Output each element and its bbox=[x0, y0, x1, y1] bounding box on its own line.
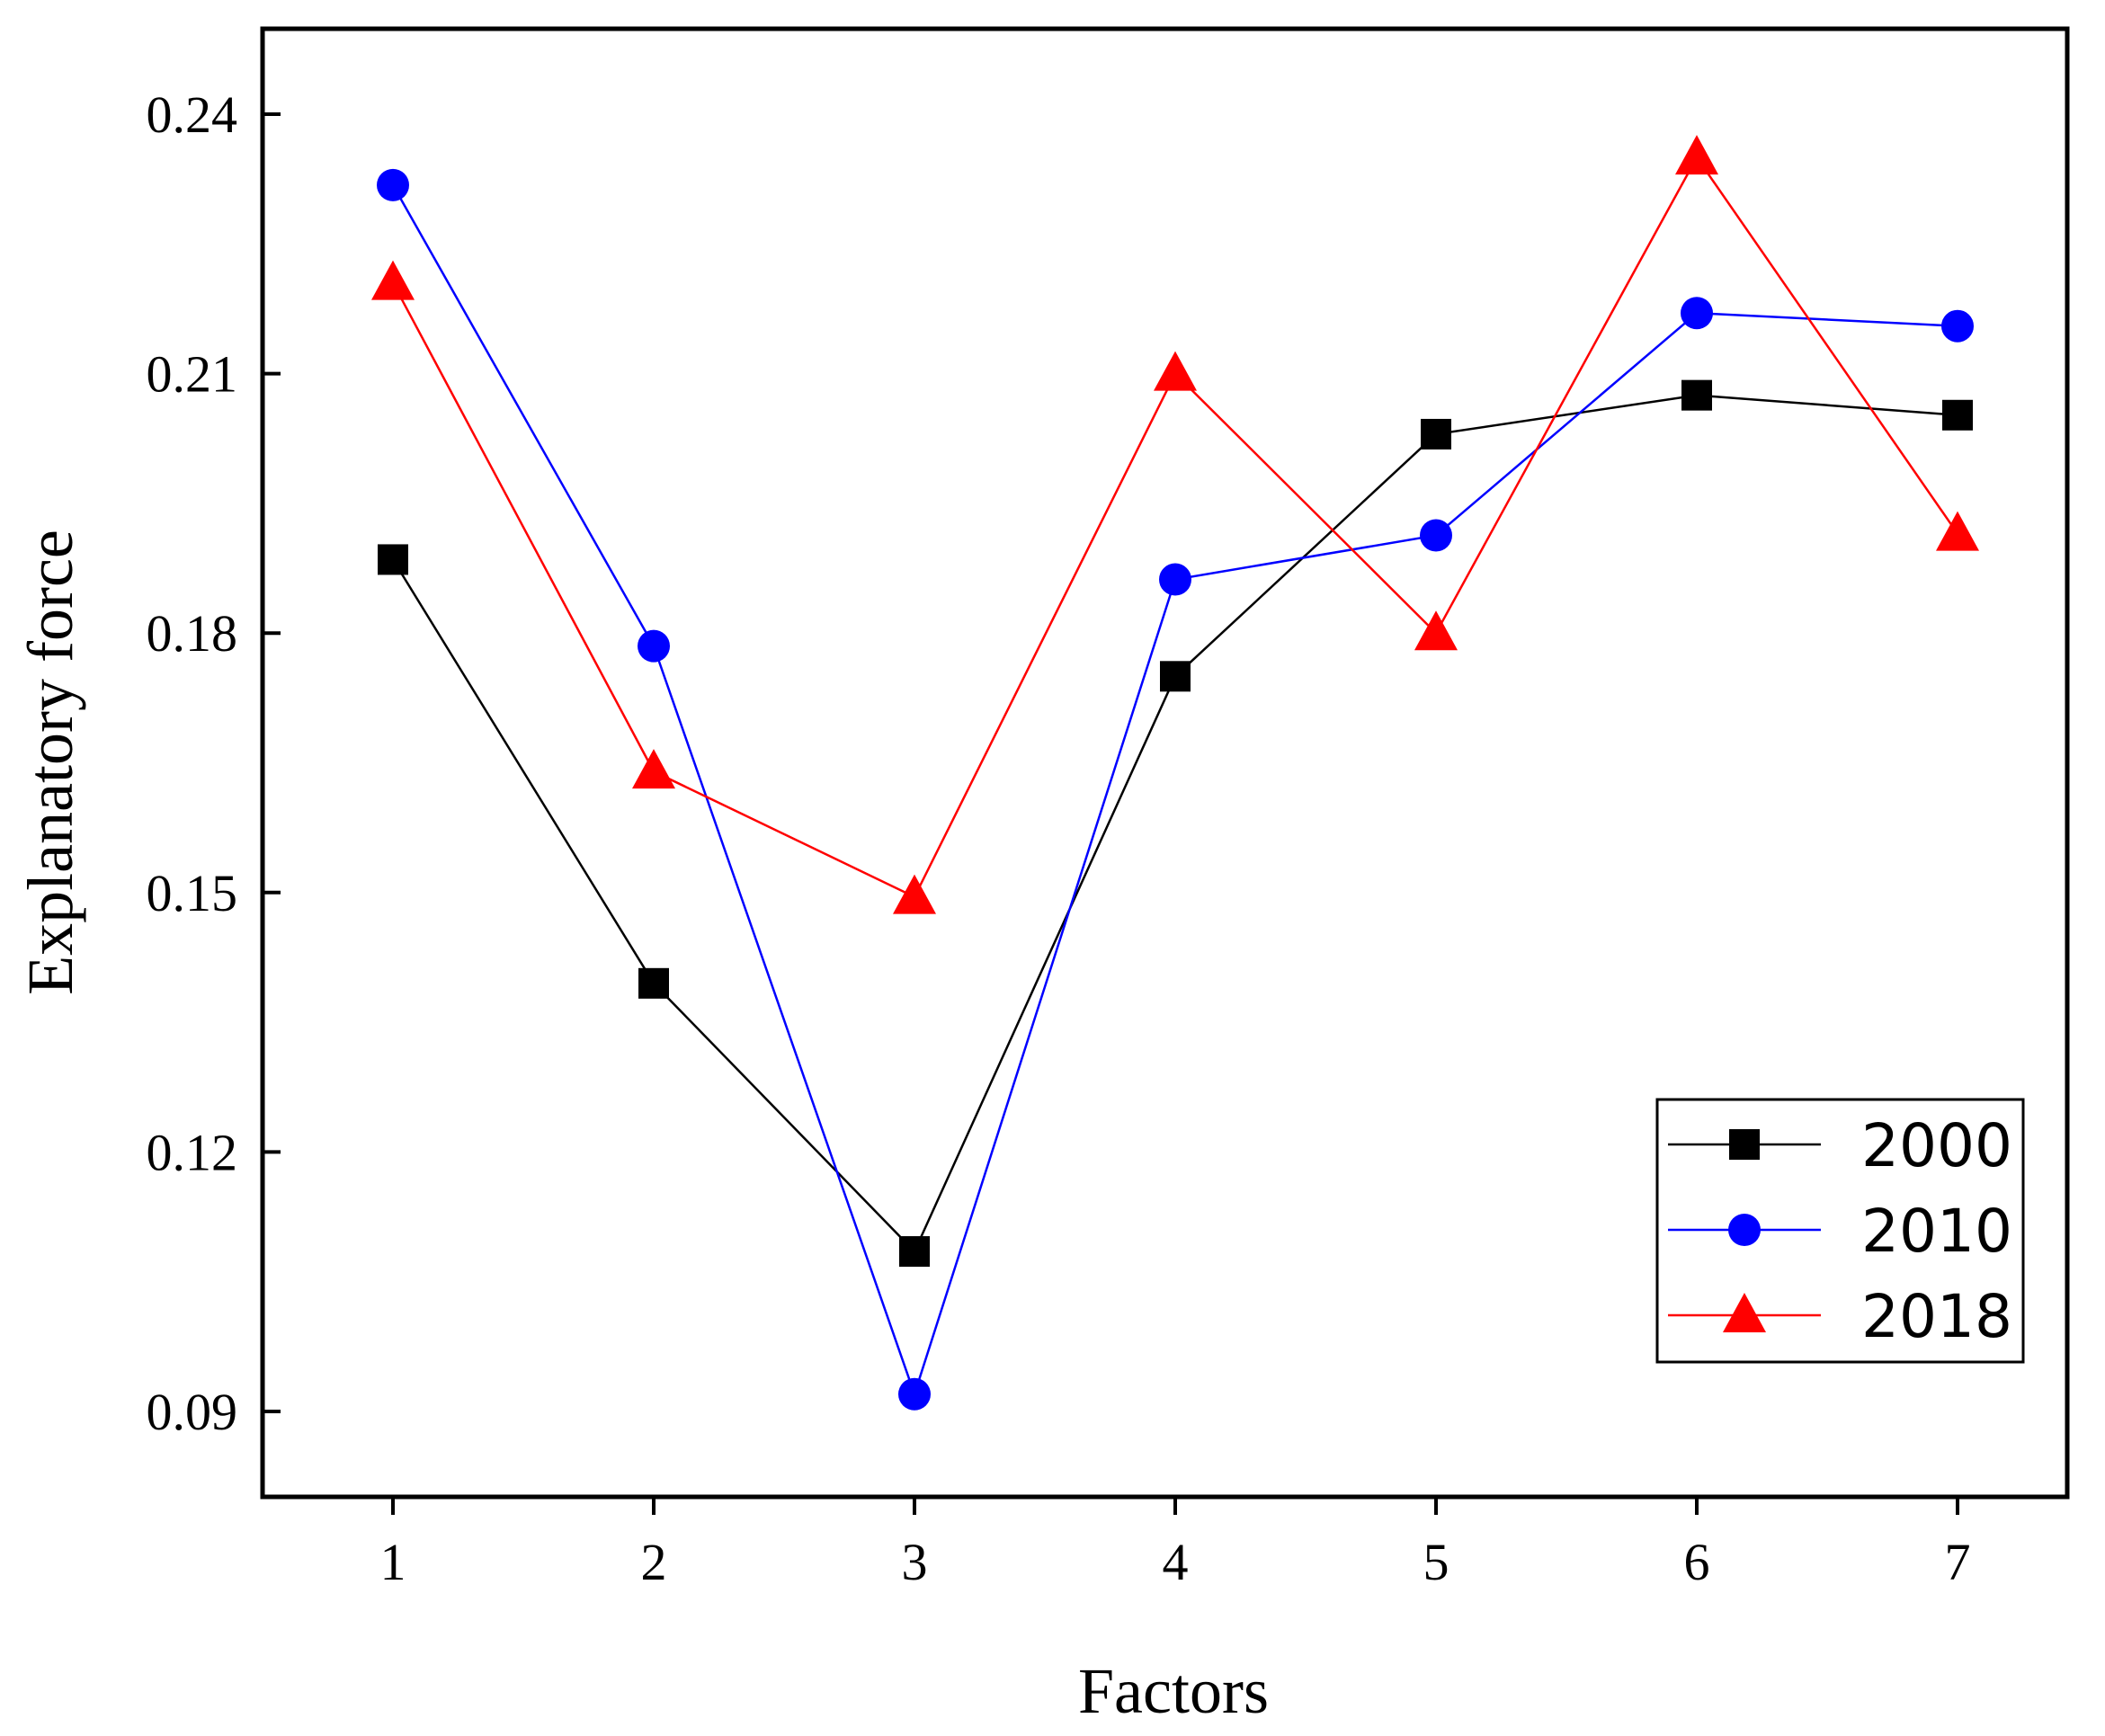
y-tick-label-0.18: 0.18 bbox=[147, 604, 238, 663]
x-tick-label-2: 2 bbox=[641, 1533, 667, 1591]
x-tick-label-1: 1 bbox=[380, 1533, 406, 1591]
x-tick-label-6: 6 bbox=[1684, 1533, 1710, 1591]
point-2018-4 bbox=[1154, 351, 1197, 391]
point-2018-6 bbox=[1675, 135, 1718, 175]
plot-frame bbox=[260, 26, 2070, 1500]
point-2018-5 bbox=[1414, 610, 1458, 651]
legend-label-2018: 2018 bbox=[1861, 1282, 2012, 1351]
y-tick-label-0.12: 0.12 bbox=[147, 1123, 238, 1181]
point-2000-5 bbox=[1421, 418, 1451, 450]
x-tick-label-5: 5 bbox=[1423, 1533, 1449, 1591]
point-2018-2 bbox=[632, 749, 675, 789]
x-tick-label-3: 3 bbox=[902, 1533, 928, 1591]
legend-marker-2018 bbox=[1723, 1293, 1766, 1332]
legend-label-2000: 2000 bbox=[1861, 1111, 2012, 1180]
legend-marker-2010 bbox=[1728, 1214, 1761, 1246]
y-tick-label-0.24: 0.24 bbox=[147, 85, 238, 144]
legend: 2000 2010 2018 bbox=[1655, 1098, 2025, 1364]
x-axis-title: Factors bbox=[1078, 1655, 1269, 1727]
series-2018 bbox=[371, 135, 1979, 914]
point-2010-4 bbox=[1159, 563, 1191, 596]
point-2000-7 bbox=[1942, 399, 1973, 431]
point-2010-6 bbox=[1681, 297, 1713, 330]
point-2018-1 bbox=[371, 260, 415, 300]
point-2000-3 bbox=[899, 1236, 930, 1268]
legend-item-2000: 2000 bbox=[1668, 1111, 2012, 1180]
legend-item-2010: 2010 bbox=[1668, 1197, 2012, 1266]
point-2000-2 bbox=[638, 967, 669, 999]
legend-marker-2000 bbox=[1729, 1129, 1760, 1160]
legend-item-2018: 2018 bbox=[1668, 1282, 2012, 1351]
series-2000 bbox=[378, 379, 1973, 1268]
y-tick-label-0.21: 0.21 bbox=[147, 345, 238, 404]
point-2010-2 bbox=[638, 629, 670, 663]
point-2018-7 bbox=[1936, 511, 1979, 551]
point-2000-1 bbox=[378, 544, 408, 575]
point-2010-7 bbox=[1941, 309, 1974, 343]
point-2018-3 bbox=[893, 874, 936, 914]
point-2000-4 bbox=[1160, 661, 1191, 692]
x-tick-label-7: 7 bbox=[1945, 1533, 1971, 1591]
series-2010 bbox=[377, 168, 1974, 1411]
point-2000-6 bbox=[1681, 379, 1712, 411]
series-layer bbox=[371, 135, 1979, 1411]
point-2010-3 bbox=[898, 1377, 931, 1411]
x-tick-label-4: 4 bbox=[1163, 1533, 1189, 1591]
ticks-layer: 0.09 0.12 0.15 0.18 0.21 0.24 1 2 3 4 5 6 7 bbox=[147, 85, 1971, 1591]
y-tick-label-0.15: 0.15 bbox=[147, 864, 238, 922]
legend-label-2010: 2010 bbox=[1861, 1197, 2012, 1266]
y-axis-title: Explanatory force bbox=[14, 530, 86, 995]
point-2010-5 bbox=[1420, 519, 1452, 552]
y-tick-label-0.09: 0.09 bbox=[147, 1383, 238, 1441]
point-2010-1 bbox=[377, 168, 409, 201]
